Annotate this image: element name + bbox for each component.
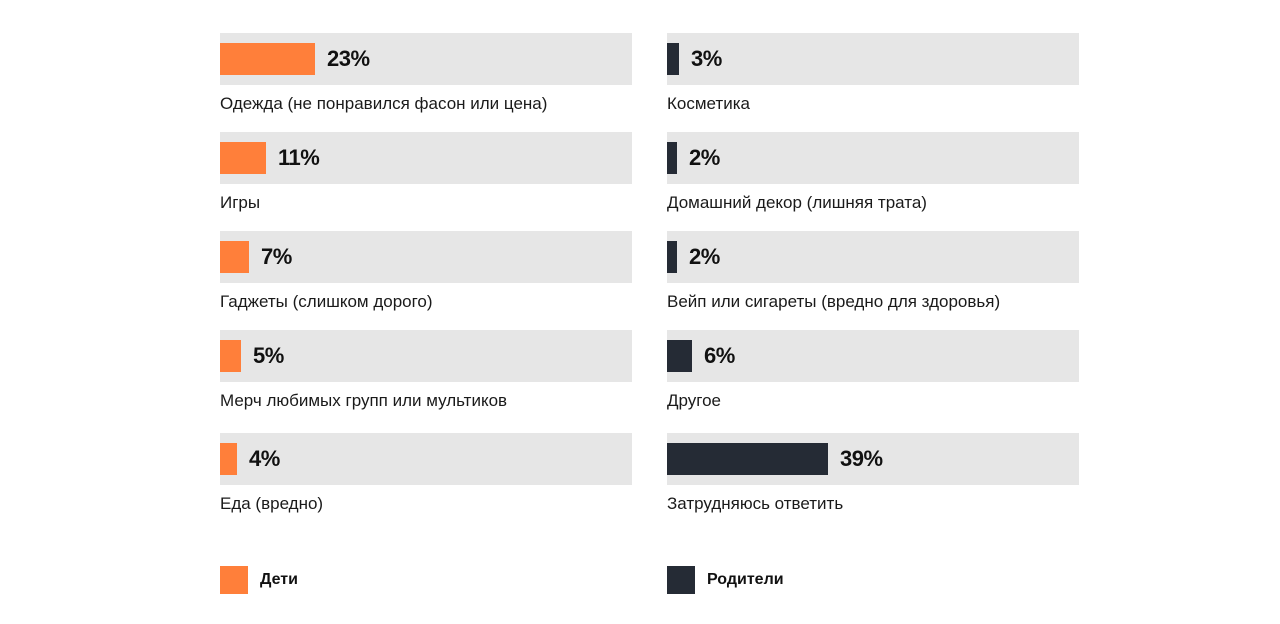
kids-bar-track: 23% — [220, 33, 632, 85]
parents-value-label: 3% — [691, 46, 722, 71]
parents-bar — [667, 340, 692, 372]
legend-label-kids: Дети — [260, 571, 298, 588]
parents-bar — [667, 43, 679, 75]
parents-value-label: 2% — [689, 244, 720, 269]
legend-swatch-kids — [220, 566, 248, 594]
parents-row: 6% Другое — [667, 330, 1079, 430]
kids-row: 5% Мерч любимых групп или мультиков — [220, 330, 632, 430]
kids-bar — [220, 340, 241, 372]
kids-row: 23% Одежда (не понравился фасон или цена) — [220, 33, 632, 133]
kids-row: 11% Игры — [220, 132, 632, 232]
kids-value-label: 4% — [249, 446, 280, 471]
parents-bar-track: 6% — [667, 330, 1079, 382]
kids-category-label: Гаджеты (слишком дорого) — [220, 292, 433, 311]
parents-category-label: Вейп или сигареты (вредно для здоровья) — [667, 292, 1001, 311]
parents-value-label: 2% — [689, 145, 720, 170]
kids-category-label: Мерч любимых групп или мультиков — [220, 391, 508, 410]
kids-value-label: 7% — [261, 244, 292, 269]
parents-bar — [667, 142, 677, 174]
kids-bar — [220, 241, 249, 273]
kids-bar-track: 4% — [220, 433, 632, 485]
kids-category-label: Игры — [220, 193, 261, 212]
parents-category-label: Косметика — [667, 94, 750, 113]
parents-bar-track: 3% — [667, 33, 1079, 85]
parents-bar — [667, 241, 677, 273]
parents-category-label: Домашний декор (лишняя трата) — [667, 193, 927, 212]
parents-row: 2% Вейп или сигареты (вредно для здоровья… — [667, 231, 1079, 331]
parents-bar-track: 2% — [667, 231, 1079, 283]
kids-bar — [220, 43, 315, 75]
kids-bar — [220, 142, 266, 174]
kids-bar-track: 5% — [220, 330, 632, 382]
parents-value-label: 39% — [840, 446, 883, 471]
kids-row: 4% Еда (вредно) — [220, 433, 632, 533]
kids-row: 7% Гаджеты (слишком дорого) — [220, 231, 632, 331]
parents-value-label: 6% — [704, 343, 735, 368]
kids-value-label: 11% — [278, 145, 320, 170]
legend-swatch-parents — [667, 566, 695, 594]
legend-label-parents: Родители — [707, 571, 784, 588]
kids-bar-track: 11% — [220, 132, 632, 184]
parents-row: 39% Затрудняюсь ответить — [667, 433, 1079, 533]
parents-row: 2% Домашний декор (лишняя трата) — [667, 132, 1079, 232]
kids-value-label: 23% — [327, 46, 370, 71]
parents-bar-track: 39% — [667, 433, 1079, 485]
kids-bar — [220, 443, 237, 475]
kids-category-label: Еда (вредно) — [220, 494, 324, 513]
kids-category-label: Одежда (не понравился фасон или цена) — [220, 94, 548, 113]
kids-bar-track: 7% — [220, 231, 632, 283]
parents-row: 3% Косметика — [667, 33, 1079, 133]
parents-category-label: Затрудняюсь ответить — [667, 494, 844, 513]
parents-bar — [667, 443, 828, 475]
kids-value-label: 5% — [253, 343, 284, 368]
parents-category-label: Другое — [667, 391, 722, 410]
parents-bar-track: 2% — [667, 132, 1079, 184]
